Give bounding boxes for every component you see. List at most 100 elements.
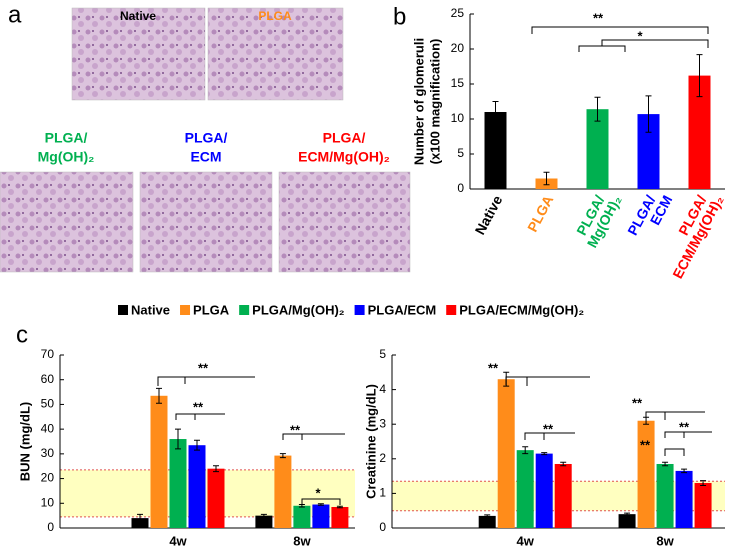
significance-label: **	[543, 421, 554, 436]
legend-swatch	[446, 305, 457, 315]
y-axis-label: (x100 magnification)	[427, 39, 442, 165]
y-axis-label: Creatinine (mg/dL)	[363, 384, 378, 499]
y-tick-label: 10	[41, 495, 55, 509]
y-tick-label: 50	[41, 397, 55, 411]
significance-bracket	[505, 376, 590, 386]
legend-swatch	[354, 305, 365, 315]
image-title: PLGA/	[323, 130, 366, 146]
bar	[150, 395, 168, 528]
y-tick-label: 30	[41, 446, 55, 460]
y-tick-label: 0	[379, 520, 386, 534]
legend-swatch	[118, 305, 128, 315]
panel-label: a	[8, 1, 22, 28]
histology-image	[139, 171, 273, 273]
y-tick-label: 4	[379, 382, 386, 396]
x-tick-label: 4w	[169, 533, 187, 546]
error-bar	[194, 439, 200, 451]
image-title: PLGA	[258, 9, 292, 23]
bar	[131, 518, 149, 528]
bar	[656, 463, 674, 528]
legend-label: Native	[131, 302, 170, 317]
error-bar	[279, 453, 286, 459]
significance-bracket	[664, 431, 712, 438]
error-bar	[543, 171, 550, 186]
legend-label: PLGA/Mg(OH)₂	[252, 302, 345, 317]
bar	[688, 75, 711, 189]
error-bar	[492, 101, 499, 123]
y-tick-label: 20	[41, 471, 55, 485]
significance-label: **	[198, 360, 209, 375]
error-bar	[594, 96, 601, 122]
bar	[618, 514, 636, 528]
error-bar	[541, 452, 548, 456]
error-bar	[484, 514, 491, 518]
y-axis-label: Number of glomeruli	[411, 38, 426, 165]
panel-label: c	[16, 321, 28, 348]
x-tick-label: 4w	[517, 533, 535, 546]
x-tick-label: 8w	[656, 533, 674, 546]
significance-label: **	[290, 422, 301, 437]
significance-bracket	[531, 26, 709, 34]
significance-label: **	[632, 395, 643, 410]
significance-label: **	[679, 419, 690, 434]
bar	[554, 463, 572, 528]
error-bar	[560, 461, 567, 467]
histology-image	[278, 171, 411, 273]
bar	[293, 505, 311, 528]
bar	[637, 420, 655, 528]
y-tick-label: 25	[451, 6, 465, 20]
significance-bracket	[282, 433, 345, 440]
histology-image	[0, 171, 134, 273]
legend-swatch	[239, 305, 250, 315]
bar	[255, 515, 273, 528]
image-title: PLGA/	[45, 130, 88, 146]
image-title: PLGA/	[185, 130, 228, 146]
panel-label: b	[393, 3, 406, 30]
error-bar	[336, 505, 343, 509]
y-tick-label: 70	[41, 347, 55, 361]
image-title: Mg(OH)₂	[38, 149, 95, 165]
y-tick-label: 0	[457, 181, 464, 195]
bar	[586, 109, 609, 189]
bar	[637, 114, 660, 189]
significance-label: **	[593, 10, 604, 25]
y-tick-label: 1	[379, 486, 386, 500]
significance-bracket	[524, 432, 575, 440]
bar	[274, 455, 292, 528]
y-tick-label: 2	[379, 451, 386, 465]
bar	[535, 453, 553, 528]
error-bar	[522, 446, 529, 455]
legend-label: PLGA/ECM	[368, 302, 437, 317]
y-tick-label: 40	[41, 421, 55, 435]
y-axis-label: BUN (mg/dL)	[17, 402, 32, 481]
y-tick-label: 20	[451, 41, 465, 55]
error-bar	[260, 513, 267, 518]
histology-image	[207, 7, 344, 101]
bar	[331, 506, 349, 528]
significance-label: **	[640, 437, 651, 452]
significance-label: *	[315, 485, 321, 500]
bar	[188, 445, 206, 528]
image-title: Native	[120, 9, 156, 23]
y-tick-label: 5	[379, 347, 386, 361]
significance-bracket	[645, 411, 705, 420]
error-bar	[156, 387, 162, 404]
legend-swatch	[180, 305, 191, 315]
error-bar	[624, 512, 631, 516]
bar	[675, 470, 693, 528]
error-bar	[681, 468, 688, 474]
error-bar	[137, 513, 143, 523]
bar	[478, 515, 496, 528]
significance-bracket	[664, 448, 685, 456]
significance-label: **	[488, 360, 499, 375]
bar	[169, 439, 187, 528]
significance-bracket	[175, 413, 225, 420]
bar	[694, 483, 712, 528]
significance-label: **	[193, 399, 204, 414]
histology-image	[71, 7, 206, 101]
image-title: ECM	[190, 149, 221, 165]
x-tick-label: PLGA	[524, 193, 556, 235]
bar	[207, 468, 225, 528]
error-bar	[175, 428, 181, 450]
